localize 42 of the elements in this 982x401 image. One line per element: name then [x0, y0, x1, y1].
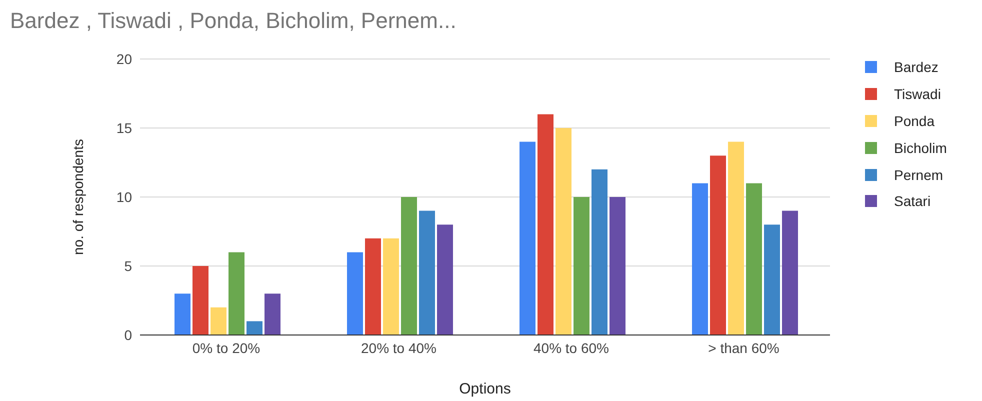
bar: [228, 252, 244, 335]
y-tick-label: 20: [116, 50, 132, 67]
bar: [710, 156, 726, 335]
bar: [728, 142, 744, 335]
legend-label: Bicholim: [894, 140, 947, 156]
x-tick-label: > than 60%: [708, 340, 780, 356]
bar: [246, 321, 262, 335]
legend-label: Satari: [894, 193, 931, 210]
legend-label: Tiswadi: [894, 86, 941, 102]
bar: [764, 224, 780, 335]
y-tick-label: 10: [116, 188, 132, 205]
x-axis-title: Options: [459, 380, 511, 398]
bar: [419, 210, 435, 335]
chart-title: Bardez , Tiswadi , Ponda, Bicholim, Pernem...: [10, 8, 456, 34]
bar: [383, 238, 399, 335]
bar: [692, 183, 708, 335]
bar: [192, 266, 208, 335]
bar: [538, 114, 554, 335]
bar: [610, 197, 626, 335]
y-tick-label: 5: [124, 258, 132, 274]
bar: [347, 252, 363, 335]
bar: [437, 224, 453, 335]
bar: [556, 128, 572, 335]
bar: [365, 238, 381, 335]
bar: [520, 142, 536, 335]
x-tick-label: 0% to 20%: [192, 340, 260, 356]
legend-label: Bardez: [894, 59, 938, 76]
bar: [782, 210, 798, 335]
y-tick-label: 15: [116, 120, 132, 136]
x-tick-label: 40% to 60%: [534, 340, 609, 356]
bar: [210, 307, 226, 335]
bar: [592, 169, 608, 335]
bar: [574, 197, 590, 335]
y-axis-title: no. of respondents: [70, 139, 86, 255]
y-tick-label: 0: [124, 326, 132, 343]
bar: [174, 294, 190, 335]
bar: [401, 197, 417, 335]
legend-label: Ponda: [894, 112, 934, 129]
legend-label: Pernem: [894, 166, 944, 183]
x-tick-label: 20% to 40%: [361, 340, 436, 356]
bar: [746, 183, 762, 335]
bar: [264, 294, 280, 335]
